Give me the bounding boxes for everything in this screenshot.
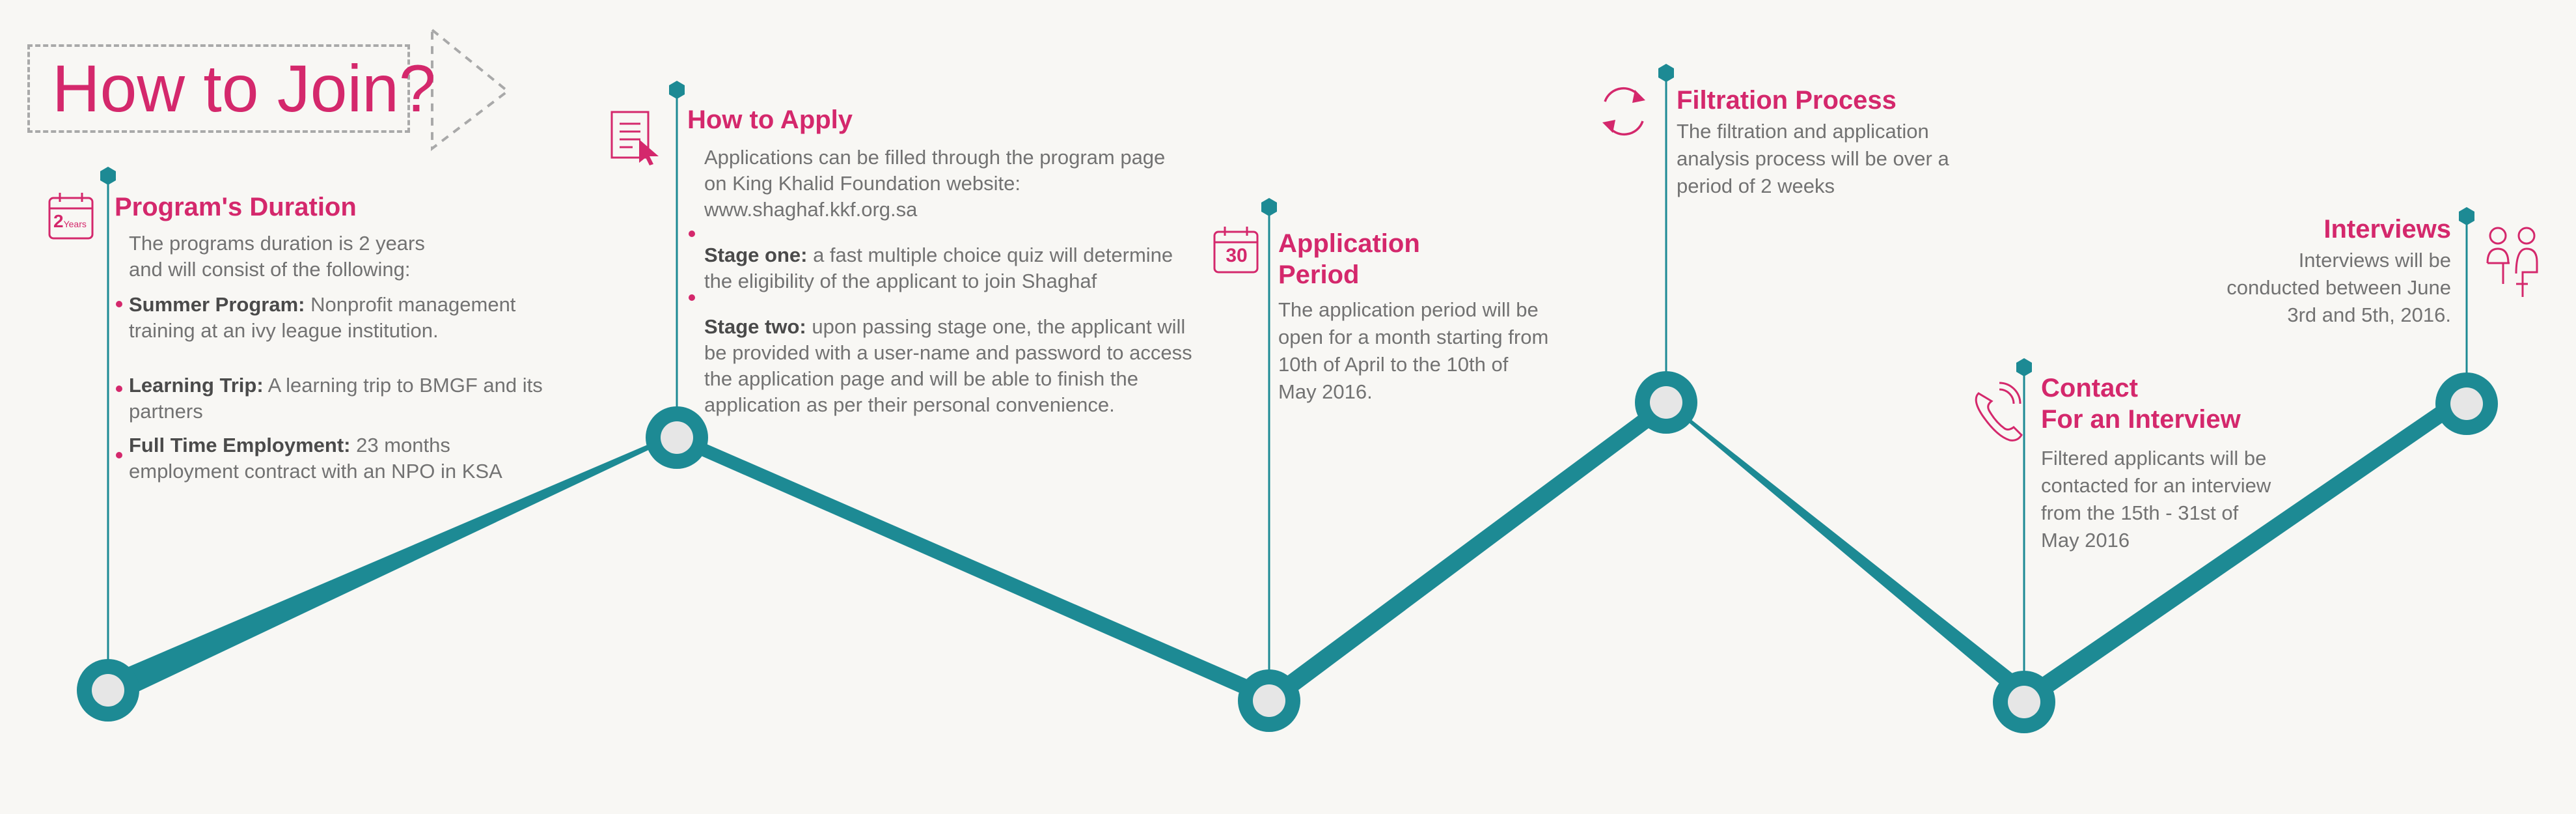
duration-item-summer-line2: training at an ivy league institution.	[129, 319, 439, 342]
duration-intro-2: and will consist of the following:	[129, 258, 411, 281]
period-line-1: The application period will be	[1278, 298, 1539, 321]
title-arrow	[431, 29, 510, 152]
filtration-line-1: The filtration and application	[1677, 120, 1929, 143]
bullet-stage-one	[689, 231, 695, 237]
contact-line-3: from the 15th - 31st of	[2041, 501, 2239, 524]
timeline-band-2	[677, 431, 1272, 706]
calendar-2-badge-number: 2	[53, 211, 64, 231]
summer-text: Nonprofit management	[305, 293, 516, 316]
interviews-heading: Interviews	[2323, 215, 2451, 244]
duration-item-employment-line2: employment contract with an NPO in KSA	[129, 460, 502, 483]
apply-stage-one: Stage one: a fast multiple choice quiz w…	[704, 242, 1173, 268]
apply-stage-two: Stage two: upon passing stage one, the a…	[704, 314, 1185, 340]
bullet-summer	[116, 301, 122, 307]
hex-interviews	[2459, 207, 2474, 225]
contact-heading-2: For an Interview	[2041, 405, 2241, 434]
refresh-arrowhead-2	[1602, 120, 1615, 133]
phone-icon	[1975, 382, 2023, 442]
apply-stage-one-line2: the eligibility of the applicant to join…	[704, 270, 1097, 292]
interview-people-icon	[2486, 227, 2538, 297]
node-contact-inner	[2008, 686, 2040, 718]
bullet-employment	[116, 452, 122, 458]
hex-apply	[669, 81, 685, 99]
stage-two-text: upon passing stage one, the applicant wi…	[806, 315, 1186, 338]
duration-intro-1: The programs duration is 2 years	[129, 232, 425, 255]
hex-contact	[2016, 358, 2032, 376]
duration-item-trip-line2: partners	[129, 400, 203, 423]
duration-heading: Program's Duration	[115, 193, 357, 221]
employment-label: Full Time Employment:	[129, 434, 351, 456]
bullet-stage-two	[689, 294, 695, 301]
period-heading-2: Period	[1278, 260, 1360, 289]
apply-heading: How to Apply	[687, 105, 853, 134]
node-apply-inner	[661, 421, 693, 454]
filtration-heading: Filtration Process	[1677, 86, 1897, 115]
hex-filtration	[1658, 64, 1674, 82]
contact-heading-1: Contact	[2041, 374, 2138, 402]
apply-stage-two-line2: be provided with a user-name and passwor…	[704, 341, 1192, 364]
timeline-band-4	[1663, 397, 2034, 707]
apply-intro-2: on King Khalid Foundation website:	[704, 172, 1021, 195]
duration-item-employment: Full Time Employment: 23 months	[129, 432, 450, 458]
apply-stage-two-line4: application as per their personal conven…	[704, 393, 1115, 416]
employment-text: 23 months	[350, 434, 450, 456]
timeline-band-5	[2021, 391, 2470, 705]
refresh-arrowhead-1	[1632, 90, 1645, 103]
hex-period	[1261, 198, 1277, 216]
period-heading-1: Application	[1278, 229, 1420, 258]
contact-line-1: Filtered applicants will be	[2041, 447, 2267, 470]
calendar-2-badge: 2Years	[53, 211, 92, 234]
summer-label: Summer Program:	[129, 293, 305, 316]
filtration-line-2: analysis process will be over a	[1677, 147, 1949, 170]
period-line-3: 10th of April to the 10th of	[1278, 353, 1509, 376]
hex-duration	[100, 167, 116, 185]
apply-intro-3: www.shaghaf.kkf.org.sa	[704, 198, 918, 221]
period-line-2: open for a month starting from	[1278, 326, 1549, 348]
apply-stage-two-line3: the application page and will be able to…	[704, 367, 1138, 390]
filtration-line-3: period of 2 weeks	[1677, 175, 1835, 197]
document-cursor-icon	[610, 111, 650, 159]
cursor-arrow	[639, 139, 659, 165]
trip-label: Learning Trip:	[129, 374, 264, 397]
trip-text: A learning trip to BMGF and its	[263, 374, 543, 397]
interviews-line-1: Interviews will be	[2298, 249, 2451, 272]
interviews-line-2: conducted between June	[2227, 276, 2451, 299]
node-filtration-inner	[1650, 386, 1682, 419]
node-interviews-inner	[2450, 387, 2483, 420]
calendar-2-badge-label: Years	[63, 219, 87, 229]
calendar-30-badge: 30	[1226, 245, 1248, 266]
calendar-30-icon	[1213, 227, 1259, 274]
page-title: How to Join?	[52, 51, 436, 126]
interviews-line-3: 3rd and 5th, 2016.	[2287, 303, 2451, 326]
duration-item-summer: Summer Program: Nonprofit management	[129, 292, 515, 318]
stage-one-label: Stage one:	[704, 244, 808, 266]
bullet-trip	[116, 386, 122, 392]
period-line-4: May 2016.	[1278, 380, 1373, 403]
node-duration-inner	[92, 674, 124, 707]
title-box	[27, 44, 410, 133]
stage-one-text: a fast multiple choice quiz will determi…	[807, 244, 1173, 266]
node-period-inner	[1253, 684, 1285, 717]
apply-intro-1: Applications can be filled through the p…	[704, 146, 1166, 169]
calendar-2-years-icon	[48, 193, 94, 240]
timeline-band-1	[104, 435, 680, 706]
contact-line-2: contacted for an interview	[2041, 474, 2271, 497]
timeline-band-3	[1266, 397, 1673, 705]
duration-item-trip: Learning Trip: A learning trip to BMGF a…	[129, 372, 543, 399]
stage-two-label: Stage two:	[704, 315, 806, 338]
contact-line-4: May 2016	[2041, 529, 2130, 552]
